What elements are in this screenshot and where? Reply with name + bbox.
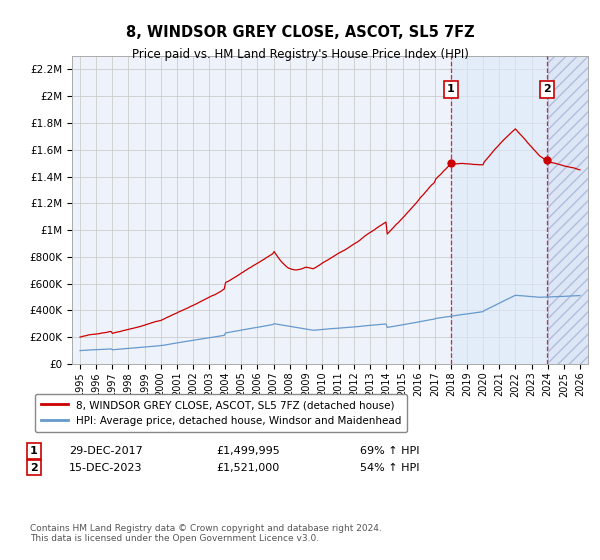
- Text: 1: 1: [447, 85, 455, 95]
- Bar: [548, 56, 588, 364]
- Text: Price paid vs. HM Land Registry's House Price Index (HPI): Price paid vs. HM Land Registry's House …: [131, 48, 469, 60]
- Text: 2: 2: [543, 85, 551, 95]
- Text: £1,499,995: £1,499,995: [216, 446, 280, 456]
- Legend: 8, WINDSOR GREY CLOSE, ASCOT, SL5 7FZ (detached house), HPI: Average price, deta: 8, WINDSOR GREY CLOSE, ASCOT, SL5 7FZ (d…: [35, 394, 407, 432]
- Bar: [451, 56, 548, 364]
- Text: 15-DEC-2023: 15-DEC-2023: [69, 463, 143, 473]
- Text: Contains HM Land Registry data © Crown copyright and database right 2024.
This d: Contains HM Land Registry data © Crown c…: [30, 524, 382, 543]
- Text: 54% ↑ HPI: 54% ↑ HPI: [360, 463, 419, 473]
- Text: 29-DEC-2017: 29-DEC-2017: [69, 446, 143, 456]
- Text: 2: 2: [30, 463, 38, 473]
- Text: 1: 1: [30, 446, 38, 456]
- Text: 69% ↑ HPI: 69% ↑ HPI: [360, 446, 419, 456]
- Text: £1,521,000: £1,521,000: [216, 463, 279, 473]
- Text: 8, WINDSOR GREY CLOSE, ASCOT, SL5 7FZ: 8, WINDSOR GREY CLOSE, ASCOT, SL5 7FZ: [125, 25, 475, 40]
